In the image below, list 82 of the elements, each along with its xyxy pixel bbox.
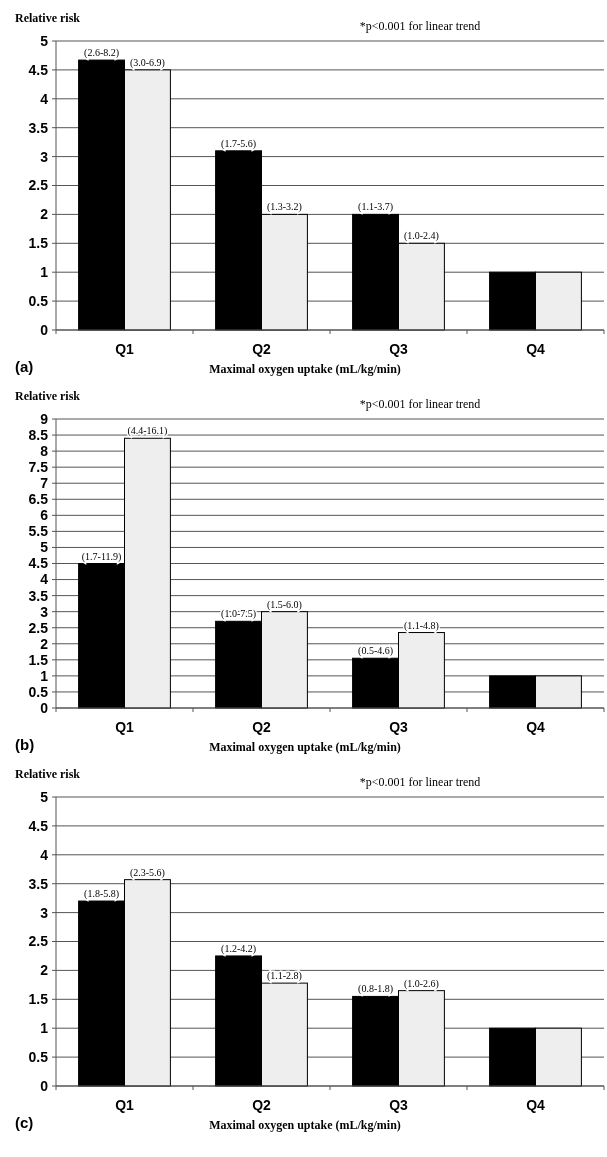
data-label: (1.0-2.6) xyxy=(403,977,439,990)
x-tick-label: Q1 xyxy=(115,341,135,357)
data-label: (0.5-4.6) xyxy=(358,645,394,658)
y-tick-label: 5 xyxy=(40,539,49,556)
y-tick-label: 5.5 xyxy=(28,523,49,540)
data-label: (1.7-11.9) xyxy=(81,550,122,563)
data-label: (1.1-3.7) xyxy=(358,201,394,214)
x-axis-title: Maximal oxygen uptake (mL/kg/min) xyxy=(209,740,401,754)
y-tick-label: 3.5 xyxy=(28,587,49,604)
x-tick-label: Q1 xyxy=(115,1097,135,1113)
data-label: (1.7-5.6) xyxy=(221,137,257,150)
text: *p<0.001 for linear trend xyxy=(359,19,481,33)
y-tick-label: 2 xyxy=(40,635,49,652)
text: (b) xyxy=(15,736,35,753)
y-axis-title: Relative risk xyxy=(15,767,81,781)
y-tick-label: 5 xyxy=(40,32,49,49)
data-label: (2.3-5.6) xyxy=(129,866,165,879)
text: *p<0.001 for linear trend xyxy=(359,397,481,411)
y-tick-label: 0.5 xyxy=(28,1049,49,1065)
y-tick-label: 6.5 xyxy=(28,491,49,508)
x-tick-label: Q3 xyxy=(389,341,409,357)
y-tick-label: 2 xyxy=(40,962,49,979)
y-tick-label: 3 xyxy=(40,603,49,620)
y-tick-label: 0 xyxy=(40,1077,49,1094)
x-tick-label: Q3 xyxy=(389,1097,409,1113)
y-tick-label: 7 xyxy=(40,475,49,492)
y-tick-label: 0 xyxy=(40,321,49,338)
x-tick-label: Q4 xyxy=(526,341,546,357)
x-tick-label: Q4 xyxy=(526,1097,546,1113)
y-tick-label: 4 xyxy=(40,90,49,107)
y-tick-label: 3 xyxy=(40,148,49,165)
data-label: (3.0-6.9) xyxy=(129,56,165,69)
data-label: (1.1-2.8) xyxy=(266,970,302,983)
x-tick-label: Q2 xyxy=(252,1097,272,1113)
data-label: (2.6-8.2) xyxy=(84,47,120,60)
y-tick-label: 2 xyxy=(40,206,49,223)
y-tick-label: 4.5 xyxy=(28,555,49,572)
data-label: (1.5-6.0) xyxy=(266,598,302,611)
y-tick-label: 5 xyxy=(40,788,49,805)
data-label: (1.8-5.8) xyxy=(84,888,120,901)
y-axis-title: Relative risk xyxy=(15,389,81,403)
y-tick-label: 1.5 xyxy=(28,651,49,668)
data-label: (1.3-3.2) xyxy=(266,201,302,214)
y-tick-label: 0 xyxy=(40,699,49,716)
y-tick-label: 0.5 xyxy=(28,293,49,309)
y-tick-label: 2.5 xyxy=(28,619,49,636)
y-axis-title: Relative risk xyxy=(15,11,81,25)
x-tick-label: Q3 xyxy=(389,719,409,735)
y-tick-label: 6 xyxy=(40,507,49,524)
y-tick-label: 4 xyxy=(40,846,49,863)
y-tick-label: 3.5 xyxy=(28,119,49,136)
y-tick-label: 4.5 xyxy=(28,61,49,78)
y-tick-label: 8.5 xyxy=(28,426,49,443)
x-axis-title: Maximal oxygen uptake (mL/kg/min) xyxy=(209,1118,401,1132)
y-tick-label: 2.5 xyxy=(28,177,49,194)
x-tick-label: Q2 xyxy=(252,341,272,357)
y-tick-label: 2.5 xyxy=(28,933,49,950)
y-tick-label: 0.5 xyxy=(28,683,49,700)
data-label: (1.1-4.8) xyxy=(403,619,439,632)
y-tick-label: 1 xyxy=(40,1020,49,1037)
data-label: (1.0-2.4) xyxy=(403,230,439,243)
y-tick-label: 1 xyxy=(40,264,49,281)
text: (c) xyxy=(15,1114,34,1131)
y-tick-label: 4 xyxy=(40,571,49,588)
x-tick-label: Q1 xyxy=(115,719,135,735)
y-tick-label: 9 xyxy=(40,410,49,427)
y-tick-label: 3 xyxy=(40,904,49,921)
y-tick-label: 1.5 xyxy=(28,235,49,252)
y-tick-label: 1.5 xyxy=(28,991,49,1008)
data-label: (1.2-4.2) xyxy=(221,942,257,955)
y-tick-label: 8 xyxy=(40,443,49,460)
y-tick-label: 3.5 xyxy=(28,875,49,892)
x-tick-label: Q4 xyxy=(526,719,546,735)
text: (a) xyxy=(15,358,34,375)
y-tick-label: 7.5 xyxy=(28,459,49,476)
data-label: (4.4-16.1) xyxy=(127,425,168,438)
x-tick-label: Q2 xyxy=(252,719,272,735)
x-axis-title: Maximal oxygen uptake (mL/kg/min) xyxy=(209,362,401,376)
data-label: (0.8-1.8) xyxy=(358,983,394,996)
text: *p<0.001 for linear trend xyxy=(359,775,481,789)
y-tick-label: 1 xyxy=(40,667,49,684)
y-tick-label: 4.5 xyxy=(28,817,49,834)
